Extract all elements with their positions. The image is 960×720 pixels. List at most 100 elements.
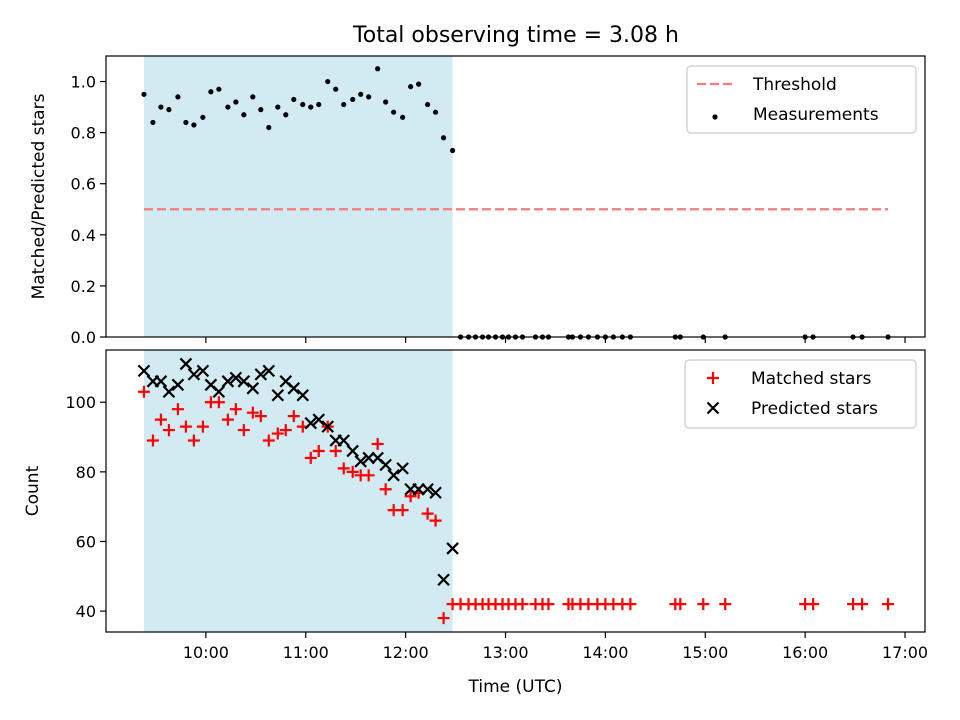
axes-frame	[105, 349, 926, 633]
matched-star-marker	[379, 483, 392, 496]
y-tick-label: 80	[76, 463, 96, 482]
measurement-point	[266, 124, 272, 131]
measurement-point	[175, 94, 181, 100]
measurement-point	[258, 107, 264, 113]
matched-star-marker	[137, 385, 150, 398]
y-tick-label: 0.2	[71, 277, 96, 296]
measurement-point	[300, 101, 306, 108]
matched-star-marker	[429, 514, 442, 527]
matched-star-marker	[221, 413, 234, 426]
legend-label: Matched stars	[751, 369, 871, 389]
top-panel: 0.0 0.2 0.4 0.6 0.8 1.0 Matched/Predicted star…	[29, 55, 926, 347]
matched-star-marker	[404, 490, 417, 503]
measurement-point	[341, 101, 347, 108]
matched-star-marker	[212, 396, 225, 409]
predicted-star-marker	[396, 462, 409, 475]
predicted-star-marker	[196, 364, 210, 378]
matched-star-marker	[246, 406, 259, 419]
legend-label: Predicted stars	[751, 399, 878, 419]
measurement-point	[183, 119, 189, 126]
measurement-point	[449, 147, 456, 154]
y-tick-label: 0.4	[71, 226, 96, 245]
shaded-observing-region	[143, 350, 453, 632]
matched-star-marker	[362, 469, 375, 482]
matched-star-marker	[396, 504, 409, 517]
x-axis-label: Time (UTC)	[468, 677, 563, 697]
matched-star-marker	[516, 598, 529, 611]
predicted-star-marker	[354, 455, 367, 468]
measurement-point	[333, 86, 339, 92]
matched-star-marker	[312, 444, 325, 457]
y-tick-label: 100	[65, 393, 96, 412]
matched-star-marker	[237, 424, 250, 437]
predicted-star-marker	[446, 542, 459, 555]
x-tick-label: 17:00	[882, 643, 928, 662]
predicted-star-marker	[379, 458, 392, 472]
matched-star-marker	[196, 420, 209, 433]
measurement-point	[233, 99, 239, 105]
matched-star-marker	[329, 444, 342, 457]
measurement-point	[408, 84, 414, 90]
matched-star-marker	[371, 438, 384, 450]
predicted-star-marker	[221, 375, 235, 388]
legend-label: Measurements	[753, 105, 879, 125]
matched-star-marker	[697, 598, 710, 611]
predicted-star-marker	[287, 382, 301, 395]
bottom-panel: 40 60 80 100 10:00 11:00 12:00 13:00 14:00 15:00 1…	[23, 349, 928, 697]
matched-star-marker	[229, 403, 242, 416]
predicted-star-marker	[312, 413, 326, 426]
matched-star-marker	[262, 434, 275, 447]
measurement-point	[391, 109, 397, 115]
x-tick-label: 10:00	[183, 643, 229, 662]
matched-star-marker	[287, 410, 300, 423]
predicted-star-marker	[271, 388, 285, 402]
measurement-point	[316, 101, 322, 108]
measurement-point	[208, 89, 214, 95]
measurement-point	[366, 94, 372, 100]
measurement-point	[241, 112, 247, 118]
matched-star-marker	[179, 420, 192, 433]
x-tick-label: 14:00	[582, 643, 628, 662]
measurement-point	[275, 104, 281, 110]
matched-star-marker	[271, 427, 284, 440]
predicted-star-marker	[337, 434, 350, 447]
predicted-star-marker	[362, 451, 375, 465]
measurement-point	[166, 107, 172, 113]
predicted-star-marker	[137, 364, 151, 378]
matched-star-marker	[346, 465, 359, 478]
x-tick-label: 15:00	[682, 643, 728, 662]
x-tick-label: 16:00	[782, 643, 828, 662]
measurement-point	[308, 104, 314, 110]
x-tick-label: 13:00	[482, 643, 528, 662]
matched-star-marker	[624, 598, 637, 611]
shaded-observing-region	[143, 56, 453, 337]
measurement-point	[350, 96, 356, 103]
predicted-star-marker	[262, 364, 276, 378]
predicted-star-marker	[154, 375, 168, 388]
predicted-star-marker	[296, 388, 310, 402]
matched-star-marker	[304, 451, 317, 464]
matched-star-marker	[674, 598, 687, 611]
measurement-point	[150, 119, 156, 126]
matched-star-marker	[807, 598, 820, 611]
legend-box	[684, 359, 917, 429]
measurement-point	[325, 78, 331, 85]
measurement-point	[400, 114, 406, 120]
measurement-point	[375, 66, 381, 72]
measurement-point	[383, 99, 389, 105]
matched-star-marker	[279, 424, 292, 437]
matched-star-marker	[162, 424, 175, 437]
measurement-point	[216, 86, 222, 92]
measurement-point	[191, 122, 197, 128]
predicted-star-marker	[246, 382, 260, 395]
predicted-star-marker	[437, 573, 450, 587]
predicted-star-marker	[237, 375, 251, 388]
measurement-point	[440, 135, 447, 141]
x-tick-label: 11:00	[283, 643, 329, 662]
y-axis-label: Count	[23, 465, 43, 516]
y-tick-label: 0.8	[71, 124, 96, 143]
predicted-star-marker	[346, 444, 359, 458]
measurement-point	[425, 101, 431, 108]
predicted-star-marker	[229, 371, 243, 385]
predicted-star-marker	[171, 378, 185, 392]
